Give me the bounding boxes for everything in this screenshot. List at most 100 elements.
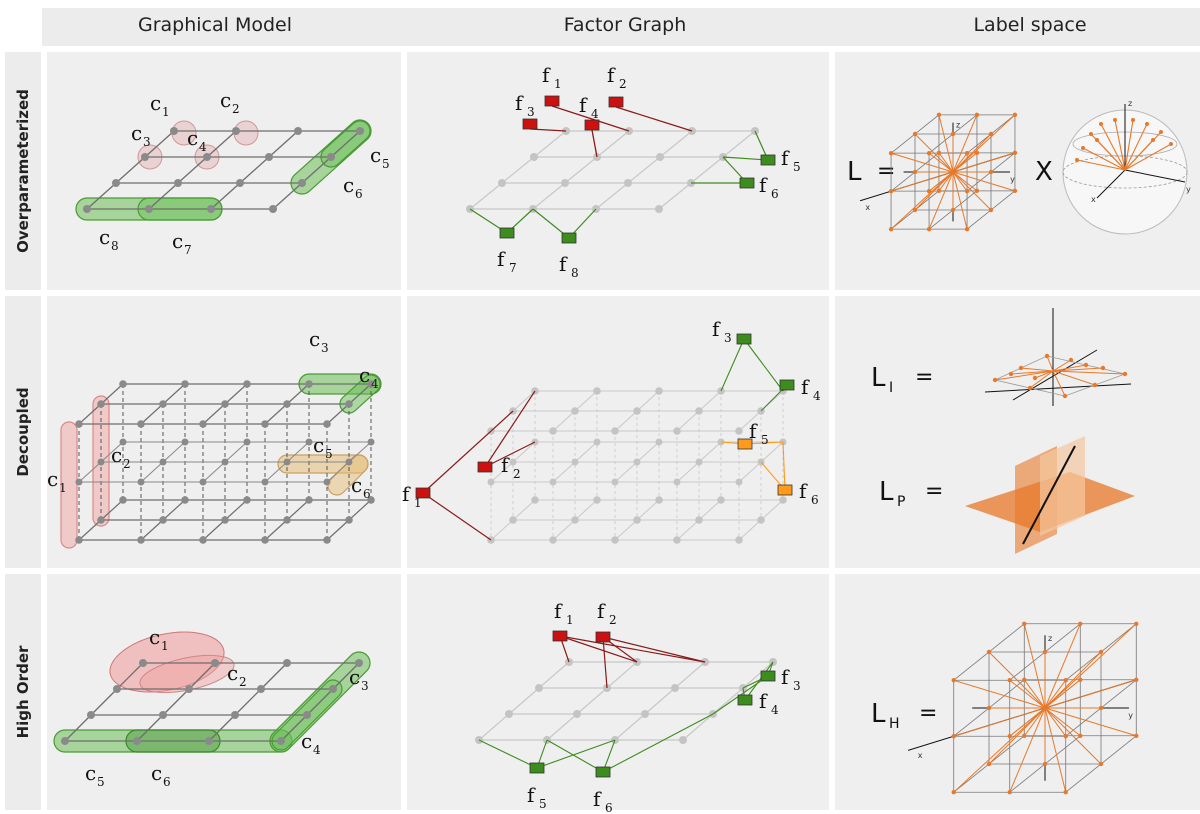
grid-edge xyxy=(682,713,714,741)
grid-edge xyxy=(636,441,660,463)
node xyxy=(283,516,291,524)
grid-edge xyxy=(501,156,535,184)
node xyxy=(633,516,641,524)
grid-edge xyxy=(614,410,638,432)
node xyxy=(185,685,193,693)
label-vector xyxy=(1044,707,1102,765)
node xyxy=(119,496,127,504)
node xyxy=(269,205,277,213)
grid-edge xyxy=(78,403,102,425)
label-vector xyxy=(1009,679,1046,709)
node xyxy=(571,407,579,415)
label-vector xyxy=(952,152,968,173)
vector-tip xyxy=(1078,677,1083,682)
grid-edge xyxy=(698,390,722,412)
grid-edge xyxy=(177,156,208,184)
grid-edge xyxy=(636,499,660,521)
vector-tip xyxy=(912,207,918,213)
graphical-model-1: c 1 c 2c 3 c 4 c 5c 6c 7c 8 xyxy=(75,88,390,257)
node xyxy=(633,458,641,466)
row-label-decoupled: Decoupled xyxy=(5,296,41,568)
vector-tip xyxy=(974,188,980,194)
node xyxy=(159,711,167,719)
factor-edge xyxy=(484,390,536,468)
node xyxy=(305,438,313,446)
factor-edge xyxy=(536,739,616,769)
node xyxy=(221,516,229,524)
grid-edge xyxy=(264,461,288,483)
grid-edge xyxy=(659,130,693,158)
node xyxy=(298,179,306,187)
axis-label-x: x xyxy=(1091,195,1096,204)
label-vector xyxy=(1044,707,1067,737)
LH-symbol: L xyxy=(871,699,886,729)
node xyxy=(112,179,120,187)
node xyxy=(203,153,211,161)
label-vector xyxy=(1010,370,1054,375)
node xyxy=(561,179,569,187)
label-c8-index: 8 xyxy=(111,239,119,253)
factor-edge xyxy=(615,106,693,132)
label-vector xyxy=(1044,707,1067,793)
rotation-vector xyxy=(1096,139,1126,171)
vector-tip xyxy=(936,188,942,194)
vector-tip xyxy=(1078,621,1083,626)
node xyxy=(323,478,331,486)
grid-edge xyxy=(469,182,503,210)
vector-tip xyxy=(1022,677,1027,682)
vector-tip xyxy=(988,131,994,137)
grid-edge xyxy=(330,130,361,158)
rotation-vector xyxy=(1124,123,1148,171)
cross-product: X xyxy=(1035,157,1053,187)
node xyxy=(87,711,95,719)
node xyxy=(75,536,83,544)
label-f4-letter: f xyxy=(579,93,588,117)
vector-tip xyxy=(1027,385,1033,391)
label-vector xyxy=(1023,623,1046,709)
rotation-vector xyxy=(1124,143,1172,171)
factor-f3 xyxy=(760,670,776,682)
grid-edge xyxy=(208,714,236,742)
node xyxy=(695,516,703,524)
node xyxy=(573,710,581,718)
grid-edge xyxy=(100,441,124,463)
label-c6-index: 6 xyxy=(363,487,371,501)
node xyxy=(641,710,649,718)
node xyxy=(735,478,743,486)
label-vector xyxy=(890,171,954,230)
graphical-model-2: c 3c 4c 5c 6c 1c 2 xyxy=(47,327,382,549)
label-f4-index: 4 xyxy=(591,107,599,121)
L-symbol: L xyxy=(847,157,862,187)
node xyxy=(303,711,311,719)
axis-x xyxy=(1096,169,1126,199)
grid-edge xyxy=(698,499,722,521)
grid-edge xyxy=(478,713,510,741)
node xyxy=(345,516,353,524)
grid-edge xyxy=(614,713,646,741)
node xyxy=(159,400,167,408)
grid-edge xyxy=(272,182,303,210)
factor-edge xyxy=(744,661,774,701)
grid-edge xyxy=(306,688,334,716)
vector-tip xyxy=(1022,733,1027,738)
panel-label-space-decoupled: L I = L P = xyxy=(835,296,1200,568)
label-c2-letter: c xyxy=(111,443,122,467)
grid-edge xyxy=(533,130,567,158)
label-f1-letter: f xyxy=(554,599,563,623)
vector-tip xyxy=(1007,734,1012,739)
grid-edge xyxy=(64,714,92,742)
node xyxy=(355,659,363,667)
axis-y xyxy=(1124,169,1186,183)
node xyxy=(283,400,291,408)
node xyxy=(655,438,663,446)
equals-4: = xyxy=(919,701,937,726)
grid-edge xyxy=(532,182,566,210)
grid-edge xyxy=(326,461,350,483)
node xyxy=(593,438,601,446)
label-c4-index: 4 xyxy=(371,377,379,391)
LI-subscript: I xyxy=(889,380,893,396)
label-c5-letter: c xyxy=(85,761,96,785)
label-f3-letter: f xyxy=(515,91,524,115)
